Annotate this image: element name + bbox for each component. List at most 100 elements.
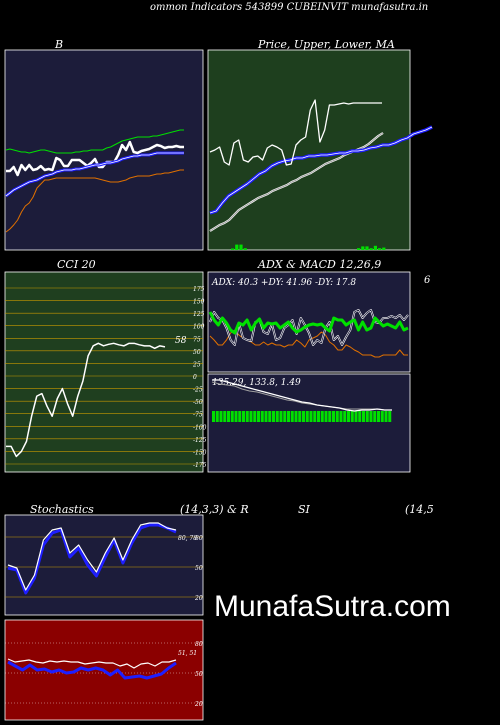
cci-tick-label: -50 bbox=[193, 399, 203, 406]
macd-hist-bar bbox=[260, 411, 264, 422]
macd-hist-bar bbox=[354, 411, 358, 422]
cci-series-white bbox=[6, 342, 166, 458]
macd-hist-bar bbox=[309, 411, 313, 422]
macd-hist-bar bbox=[365, 411, 369, 422]
macd-hist-bar bbox=[294, 411, 298, 422]
adx-readout: ADX: 40.3 +DY: 41.96 -DY: 17.8 bbox=[211, 278, 356, 288]
stoch-series-white bbox=[7, 522, 177, 591]
stoch-tick-label: 80 bbox=[195, 535, 203, 542]
macd-hist-bar bbox=[215, 411, 219, 422]
macd-hist-bar bbox=[290, 411, 294, 422]
rsi-last-label: 51, 51 bbox=[178, 650, 197, 657]
macd-hist-bar bbox=[272, 411, 275, 422]
stoch-tick-label: 20 bbox=[194, 595, 203, 602]
macd-hist-bar bbox=[358, 411, 362, 422]
cci-tick-label: 25 bbox=[192, 361, 201, 368]
bb-series-green bbox=[5, 129, 184, 154]
cci-tick-label: -100 bbox=[193, 424, 207, 431]
macd-hist-bar bbox=[212, 411, 215, 422]
stoch-title: Stochastics bbox=[30, 503, 94, 516]
macd-hist-bar bbox=[347, 411, 350, 422]
macd-hist-bar bbox=[298, 411, 302, 422]
rsi-tick-label: 80 bbox=[195, 641, 203, 648]
macd-hist-bar bbox=[234, 411, 238, 422]
macd-hist-bar bbox=[324, 411, 328, 422]
adx-right-label: 6 bbox=[424, 275, 431, 286]
macd-hist-bar bbox=[388, 411, 392, 422]
adx-series-white-core bbox=[209, 309, 409, 346]
macd-hist-bar bbox=[283, 411, 287, 422]
rsi-title: SI bbox=[298, 503, 310, 516]
rsi-series-white bbox=[7, 658, 177, 669]
cci-tick-label: 75 bbox=[193, 336, 201, 343]
volume-bar bbox=[231, 248, 235, 250]
volume-bar bbox=[378, 248, 382, 250]
macd-hist-bar bbox=[249, 411, 253, 422]
price-series-white bbox=[209, 99, 382, 166]
cci-tick-label: 100 bbox=[193, 324, 205, 331]
cci-tick-label: -175 bbox=[193, 462, 207, 469]
macd-hist-bar bbox=[339, 411, 343, 422]
macd-series-white bbox=[212, 379, 392, 412]
bb-series-orange bbox=[5, 169, 184, 233]
volume-bar bbox=[373, 245, 377, 250]
adx-title: ADX & MACD 12,26,9 bbox=[258, 258, 382, 271]
macd-hist-bar bbox=[305, 411, 309, 422]
volume-bar bbox=[243, 248, 247, 250]
cci-panel bbox=[4, 271, 204, 473]
macd-hist-bar bbox=[275, 411, 279, 422]
macd-hist-bar bbox=[264, 411, 268, 422]
watermark: MunafaSutra.com bbox=[214, 590, 451, 623]
volume-bar bbox=[361, 246, 365, 250]
bb-series-blue-core bbox=[5, 152, 184, 197]
rsi-series-blue bbox=[7, 660, 177, 680]
cci-tick-label: -25 bbox=[193, 387, 203, 394]
cci-title: CCI 20 bbox=[57, 258, 96, 271]
macd-series-gray bbox=[211, 381, 392, 411]
volume-bar bbox=[235, 244, 239, 250]
macd-hist-bar bbox=[287, 411, 290, 422]
adx-series-green bbox=[208, 311, 409, 335]
macd-hist-bar bbox=[328, 411, 332, 422]
macd-hist-bar bbox=[302, 411, 305, 422]
macd-hist-bar bbox=[268, 411, 272, 422]
macd-hist-bar bbox=[317, 411, 320, 422]
price-series-blue-core bbox=[209, 126, 433, 214]
macd-hist-bar bbox=[384, 411, 388, 422]
rsi-params: (14,5 bbox=[405, 503, 434, 516]
cci-tick-label: 125 bbox=[193, 311, 205, 318]
macd-hist-bar bbox=[257, 411, 260, 422]
macd-hist-bar bbox=[242, 411, 245, 422]
stoch-params: (14,3,3) & R bbox=[180, 503, 249, 516]
macd-hist-bar bbox=[343, 411, 347, 422]
macd-hist-bar bbox=[313, 411, 317, 422]
bb-title: B bbox=[55, 38, 64, 51]
cci-tick-label: 50 bbox=[193, 349, 201, 356]
cci-last-label: 58 bbox=[175, 336, 187, 346]
page-title: ommon Indicators 543899 CUBEINVIT munafa… bbox=[150, 2, 429, 13]
volume-bar bbox=[382, 247, 386, 250]
macd-hist-bar bbox=[350, 411, 354, 422]
macd-hist-bar bbox=[377, 411, 380, 422]
macd-hist-bar bbox=[332, 411, 335, 422]
macd-hist-bar bbox=[320, 411, 324, 422]
cci-tick-label: -150 bbox=[193, 449, 207, 456]
volume-bar bbox=[357, 248, 361, 250]
macd-hist-bar bbox=[373, 411, 377, 422]
stoch-series-blue bbox=[7, 523, 177, 595]
rsi-tick-label: 50 bbox=[195, 671, 203, 678]
cci-tick-label: 150 bbox=[193, 299, 205, 306]
macd-hist-bar bbox=[245, 411, 249, 422]
bb-series-white bbox=[6, 140, 184, 177]
volume-bar bbox=[369, 248, 373, 250]
macd-hist-bar bbox=[279, 411, 283, 422]
macd-hist-bar bbox=[219, 411, 223, 422]
macd-readout: 135.29, 133.8, 1.49 bbox=[212, 378, 301, 388]
stoch-tick-label: 50 bbox=[195, 565, 203, 572]
macd-hist-bar bbox=[369, 411, 373, 422]
macd-hist-bar bbox=[253, 411, 257, 422]
macd-hist-bar bbox=[230, 411, 234, 422]
price-panel bbox=[207, 49, 411, 251]
